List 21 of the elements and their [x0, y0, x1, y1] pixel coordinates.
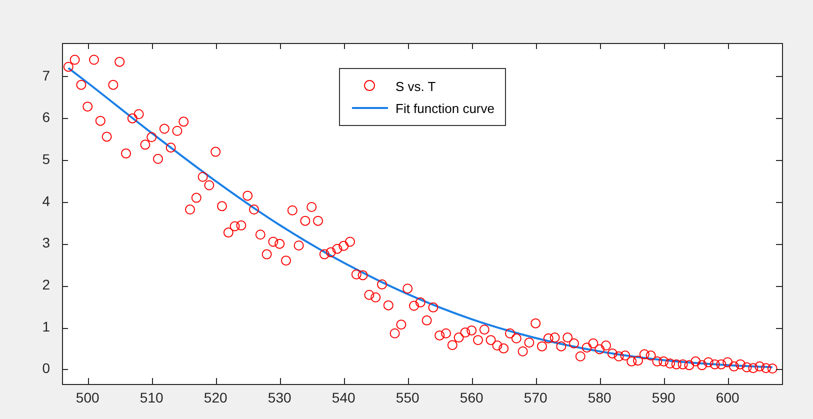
x-tick-label: 510: [140, 389, 164, 406]
y-tick-label: 4: [42, 192, 50, 209]
x-tick-label: 550: [396, 389, 420, 406]
x-tick-label: 600: [716, 389, 740, 406]
x-tick-label: 500: [76, 389, 100, 406]
y-tick-label: 7: [42, 67, 50, 84]
x-tick-label: 580: [588, 389, 612, 406]
y-tick-label: 5: [42, 151, 50, 168]
legend-label: S vs. T: [396, 78, 436, 94]
x-tick-label: 520: [204, 389, 228, 406]
y-tick-label: 3: [42, 234, 50, 251]
legend-label: Fit function curve: [396, 100, 494, 116]
x-tick-label: 530: [268, 389, 292, 406]
x-tick-label: 570: [524, 389, 548, 406]
y-tick-label: 2: [42, 276, 50, 293]
y-tick-label: 6: [42, 109, 50, 126]
x-tick-label: 540: [332, 389, 356, 406]
y-tick-label: 0: [42, 360, 50, 376]
y-tick-label: 1: [42, 318, 50, 334]
x-tick-label: 560: [460, 389, 484, 406]
x-tick-label: 590: [652, 389, 676, 406]
